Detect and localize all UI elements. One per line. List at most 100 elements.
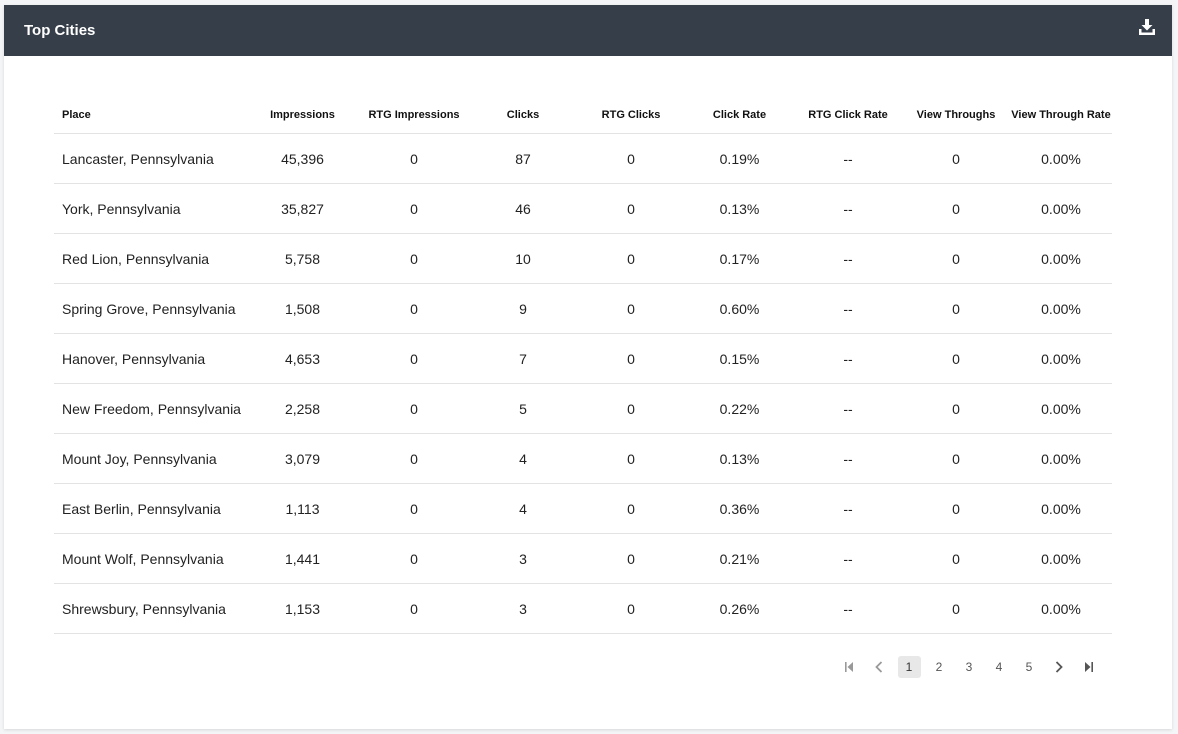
cell-click-rate: 0.22% xyxy=(685,383,794,434)
cell-rtg-clicks: 0 xyxy=(577,233,685,284)
cell-rtg-impressions: 0 xyxy=(359,433,469,484)
column-header-rtg-click-rate[interactable]: RTG Click Rate xyxy=(794,96,902,134)
cell-view-throughs: 0 xyxy=(902,433,1010,484)
table-row: New Freedom, Pennsylvania 2,258 0 5 0 0.22% --… xyxy=(54,383,1112,434)
cell-clicks: 9 xyxy=(469,283,577,334)
cell-rtg-click-rate: -- xyxy=(794,333,902,384)
cell-rtg-impressions: 0 xyxy=(359,383,469,434)
first-page-icon xyxy=(845,662,853,672)
cell-impressions: 1,508 xyxy=(246,283,359,334)
cell-rtg-clicks: 0 xyxy=(577,533,685,584)
cell-click-rate: 0.15% xyxy=(685,333,794,384)
cell-click-rate: 0.26% xyxy=(685,583,794,634)
page-button-4[interactable]: 4 xyxy=(995,660,1003,674)
table-row: Mount Joy, Pennsylvania 3,079 0 4 0 0.13% -- 0 0… xyxy=(54,433,1112,484)
cell-clicks: 3 xyxy=(469,533,577,584)
first-page-button[interactable] xyxy=(838,656,861,678)
table-row: Lancaster, Pennsylvania 45,396 0 87 0 0.19% --… xyxy=(54,133,1112,184)
cell-rtg-impressions: 0 xyxy=(359,183,469,234)
next-page-button[interactable] xyxy=(1048,656,1071,678)
table-row: Mount Wolf, Pennsylvania 1,441 0 3 0 0.21% -- 0… xyxy=(54,533,1112,584)
cell-rtg-click-rate: -- xyxy=(794,383,902,434)
cell-rtg-clicks: 0 xyxy=(577,283,685,334)
table-header-row: Place Impressions RTG Impressions Clicks… xyxy=(54,96,1112,134)
cell-clicks: 87 xyxy=(469,133,577,184)
prev-page-button[interactable] xyxy=(868,656,891,678)
cell-click-rate: 0.19% xyxy=(685,133,794,184)
cell-view-throughs: 0 xyxy=(902,383,1010,434)
page-button-3[interactable]: 3 xyxy=(965,660,973,674)
cell-rtg-click-rate: -- xyxy=(794,433,902,484)
cell-rtg-click-rate: -- xyxy=(794,183,902,234)
column-header-click-rate[interactable]: Click Rate xyxy=(685,96,794,134)
cell-clicks: 5 xyxy=(469,383,577,434)
last-page-icon xyxy=(1085,662,1093,672)
top-cities-table-wrap: Place Impressions RTG Impressions Clicks… xyxy=(54,96,1112,634)
cell-place: New Freedom, Pennsylvania xyxy=(54,383,246,434)
column-header-rtg-clicks[interactable]: RTG Clicks xyxy=(577,96,685,134)
table-row: East Berlin, Pennsylvania 1,113 0 4 0 0.36% --… xyxy=(54,483,1112,534)
cell-view-throughs: 0 xyxy=(902,183,1010,234)
cell-impressions: 35,827 xyxy=(246,183,359,234)
page-button-5[interactable]: 5 xyxy=(1025,660,1033,674)
cell-rtg-click-rate: -- xyxy=(794,533,902,584)
cell-rtg-clicks: 0 xyxy=(577,433,685,484)
cell-impressions: 3,079 xyxy=(246,433,359,484)
last-page-button[interactable] xyxy=(1078,656,1101,678)
prev-page-icon xyxy=(875,661,883,673)
column-header-rtg-impressions[interactable]: RTG Impressions xyxy=(359,96,469,134)
cell-view-throughs: 0 xyxy=(902,533,1010,584)
cell-rtg-clicks: 0 xyxy=(577,183,685,234)
cell-rtg-impressions: 0 xyxy=(359,333,469,384)
cell-place: East Berlin, Pennsylvania xyxy=(54,483,246,534)
cell-place: Shrewsbury, Pennsylvania xyxy=(54,583,246,634)
cell-place: Mount Wolf, Pennsylvania xyxy=(54,533,246,584)
cell-impressions: 2,258 xyxy=(246,383,359,434)
cell-place: Lancaster, Pennsylvania xyxy=(54,133,246,184)
column-header-clicks[interactable]: Clicks xyxy=(469,96,577,134)
table-row: York, Pennsylvania 35,827 0 46 0 0.13% -- 0 0.00… xyxy=(54,183,1112,234)
cell-clicks: 10 xyxy=(469,233,577,284)
cell-clicks: 46 xyxy=(469,183,577,234)
cell-view-through-rate: 0.00% xyxy=(1010,483,1112,534)
cell-view-throughs: 0 xyxy=(902,283,1010,334)
cell-place: Hanover, Pennsylvania xyxy=(54,333,246,384)
cell-view-throughs: 0 xyxy=(902,233,1010,284)
cell-impressions: 1,153 xyxy=(246,583,359,634)
download-button[interactable] xyxy=(1136,17,1158,39)
cell-impressions: 1,113 xyxy=(246,483,359,534)
cell-place: York, Pennsylvania xyxy=(54,183,246,234)
column-header-view-throughs[interactable]: View Throughs xyxy=(902,96,1010,134)
column-header-place[interactable]: Place xyxy=(54,96,246,134)
cell-rtg-click-rate: -- xyxy=(794,483,902,534)
table-row: Shrewsbury, Pennsylvania 1,153 0 3 0 0.26% -- 0… xyxy=(54,583,1112,634)
cell-rtg-impressions: 0 xyxy=(359,283,469,334)
cell-view-through-rate: 0.00% xyxy=(1010,283,1112,334)
cell-rtg-impressions: 0 xyxy=(359,583,469,634)
cell-rtg-clicks: 0 xyxy=(577,483,685,534)
page-button-2[interactable]: 2 xyxy=(935,660,943,674)
cell-rtg-click-rate: -- xyxy=(794,283,902,334)
cell-view-throughs: 0 xyxy=(902,333,1010,384)
next-page-icon xyxy=(1055,661,1063,673)
cell-click-rate: 0.13% xyxy=(685,183,794,234)
cell-rtg-click-rate: -- xyxy=(794,583,902,634)
cell-view-throughs: 0 xyxy=(902,483,1010,534)
cell-rtg-impressions: 0 xyxy=(359,533,469,584)
column-header-view-through-rate[interactable]: View Through Rate xyxy=(1010,96,1112,134)
table-row: Spring Grove, Pennsylvania 1,508 0 9 0 0.60% -… xyxy=(54,283,1112,334)
table-body: Lancaster, Pennsylvania 45,396 0 87 0 0.19% --… xyxy=(54,133,1112,634)
top-cities-table: Place Impressions RTG Impressions Clicks… xyxy=(54,96,1112,634)
cell-click-rate: 0.13% xyxy=(685,433,794,484)
cell-view-through-rate: 0.00% xyxy=(1010,133,1112,184)
cell-rtg-clicks: 0 xyxy=(577,133,685,184)
cell-view-throughs: 0 xyxy=(902,583,1010,634)
cell-view-through-rate: 0.00% xyxy=(1010,433,1112,484)
cell-view-through-rate: 0.00% xyxy=(1010,333,1112,384)
column-header-impressions[interactable]: Impressions xyxy=(246,96,359,134)
cell-view-through-rate: 0.00% xyxy=(1010,533,1112,584)
cell-place: Spring Grove, Pennsylvania xyxy=(54,283,246,334)
card-header: Top Cities xyxy=(4,5,1172,56)
page-button-1[interactable]: 1 xyxy=(897,656,921,678)
cell-rtg-click-rate: -- xyxy=(794,233,902,284)
